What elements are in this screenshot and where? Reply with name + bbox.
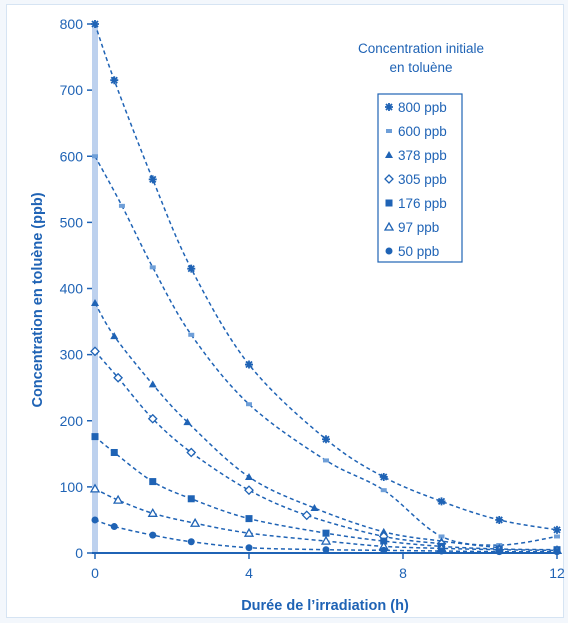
data-point [91,20,99,28]
legend-label: 600 ppb [398,124,447,139]
data-point [188,332,195,337]
tick-labels: 0 100 200 300 400 500 600 700 800 0 4 8 12 [60,16,565,581]
data-point [112,494,124,504]
data-point [148,175,157,184]
data-point [118,203,125,208]
data-point [245,515,253,523]
data-point [149,265,156,270]
data-point [245,544,253,552]
data-point [553,548,561,556]
data-point [149,478,157,486]
data-point [244,485,254,496]
data-point [183,418,192,426]
data-point [379,472,388,481]
legend-title-line-2: en toluène [389,60,452,75]
legend-marker [385,103,393,111]
data-point [189,517,201,527]
data-point [245,360,253,369]
fit-curves [94,23,558,553]
data-point [310,504,319,512]
data-point [495,548,503,556]
data-point [243,527,255,537]
legend-label: 50 ppb [398,244,439,259]
fit-curve [94,23,558,531]
y-tick-label: 700 [60,82,84,98]
legend-marker [384,174,394,184]
data-point [554,534,560,539]
legend-marker [385,199,393,207]
y-tick-label: 400 [60,281,84,297]
data-point [380,546,388,554]
fit-curve [94,350,442,545]
data-point [186,447,197,458]
fit-curve [94,302,500,549]
data-point [89,483,101,493]
fit-curve [94,488,558,552]
legend: Concentration initiale en toluène 800 pp… [358,41,484,263]
legend-label: 176 ppb [398,196,447,211]
data-point [320,535,332,545]
y-tick-label: 100 [60,479,84,495]
data-point [149,531,157,539]
data-point [147,413,158,424]
data-point [187,495,195,503]
data-point [322,435,330,444]
data-point [148,380,157,388]
data-point [495,515,504,524]
y-tick-label: 300 [60,347,84,363]
data-point [553,525,561,534]
data-point [323,458,329,463]
y-axis-title: Concentration en toluène (ppb) [30,192,46,407]
data-point [90,346,100,357]
data-point [301,510,312,521]
legend-marker [385,151,393,158]
x-tick-label: 0 [91,565,99,581]
data-point [322,529,330,537]
data-point [437,497,446,506]
data-point [92,154,98,159]
data-point [438,547,445,555]
data-point [110,76,119,85]
y-tick-label: 800 [60,16,84,32]
data-point [110,332,119,340]
legend-marker [383,221,395,231]
y-tick-label: 0 [75,545,83,561]
data-point [110,448,118,456]
y-axis-band [92,24,98,553]
data-point [110,523,118,531]
legend-label: 800 ppb [398,100,447,115]
data-point [113,372,124,383]
data-point [246,402,252,407]
data-point [147,508,158,517]
x-tick-label: 12 [549,565,565,581]
y-tick-label: 200 [60,413,84,429]
legend-label: 378 ppb [398,148,447,163]
data-point [379,527,388,535]
fit-curve [94,155,558,546]
data-point [380,488,387,493]
legend-marker [385,247,393,255]
data-point [91,516,99,524]
x-tick-label: 8 [399,565,407,581]
data-point [322,546,330,554]
data-point [91,299,99,307]
x-tick-label: 4 [245,565,253,581]
fit-curve [94,436,558,551]
y-tick-label: 600 [60,148,84,164]
legend-title-line-1: Concentration initiale [358,41,484,56]
data-points [89,20,563,556]
legend-label: 97 ppb [398,220,439,235]
legend-marker [386,129,392,133]
data-point [245,472,253,480]
axes [92,24,557,554]
data-point [438,534,445,539]
legend-label: 305 ppb [398,172,447,187]
y-tick-label: 500 [60,214,84,230]
data-point [187,538,195,546]
data-point [91,433,99,441]
data-point [187,264,196,273]
x-axis-title: Durée de l’irradiation (h) [241,598,409,614]
